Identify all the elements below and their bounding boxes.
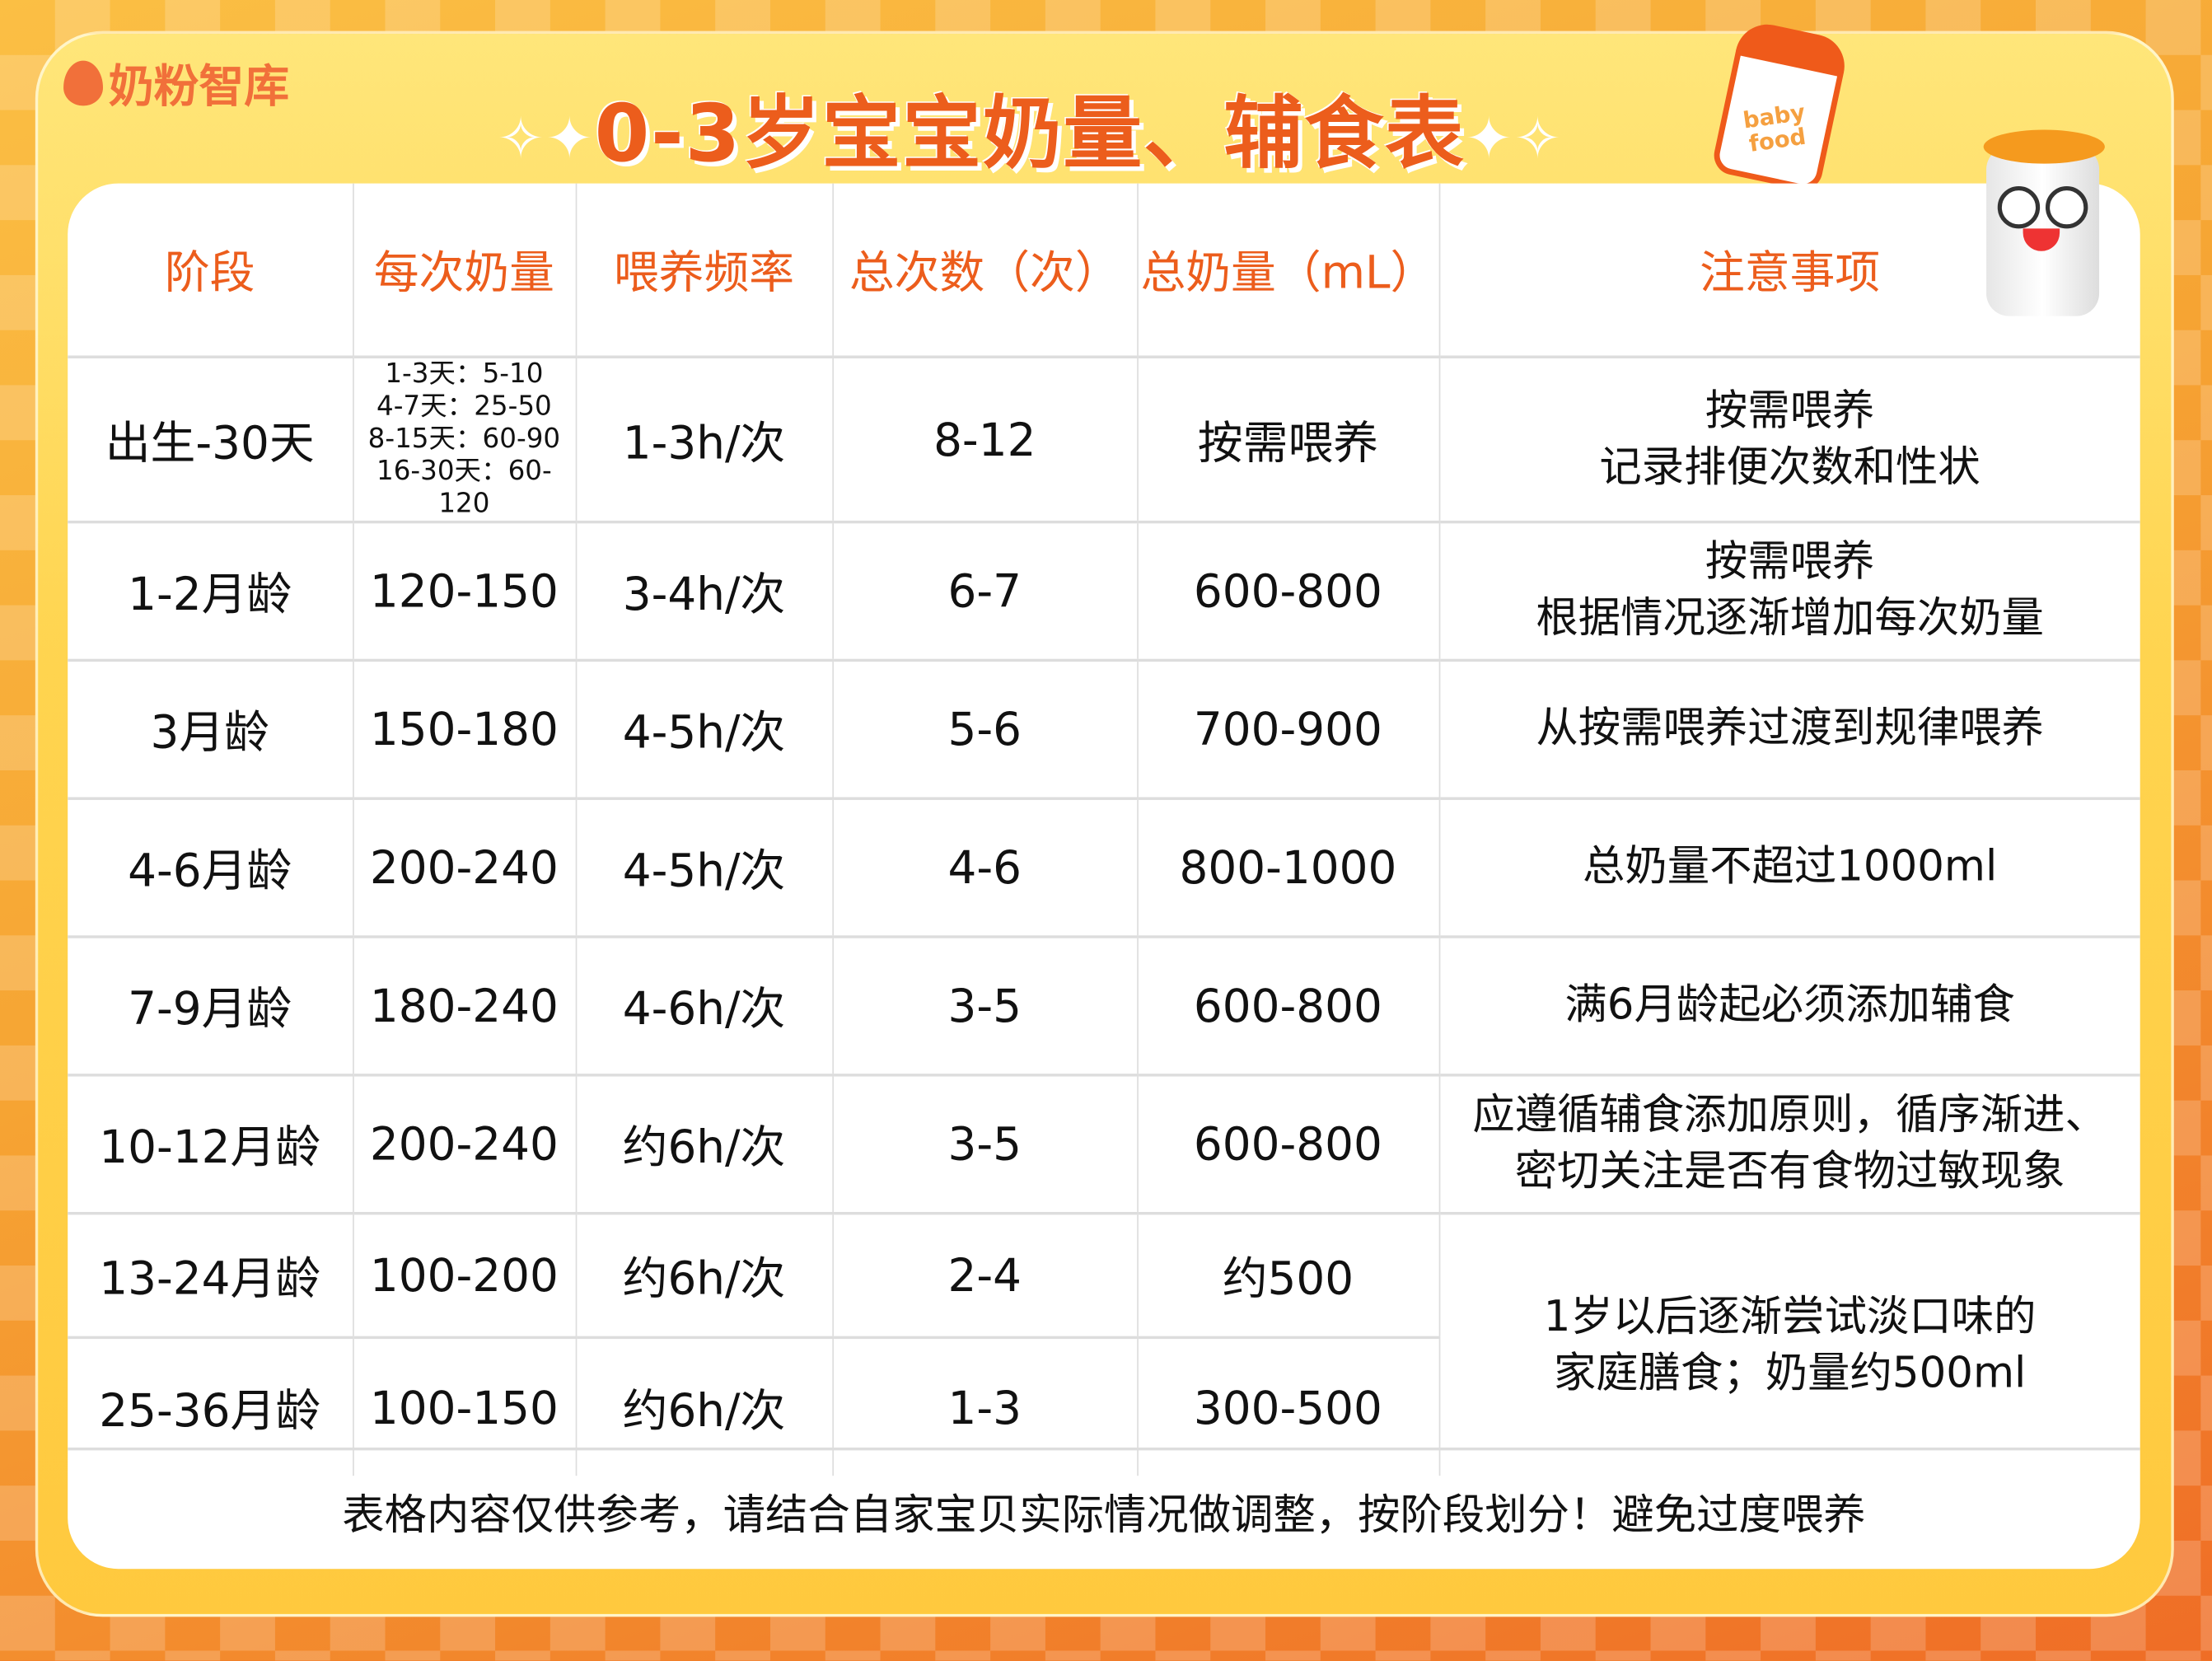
stage-cell: 出生-30天 xyxy=(68,355,353,522)
count-cell: 6-7 xyxy=(831,520,1138,661)
note-line: 家庭膳食；奶量约500ml xyxy=(1553,1348,2027,1398)
count-cell: 3-5 xyxy=(831,1074,1138,1214)
header-row: 阶段 每次奶量 喂养频率 总次数（次） 总奶量（mL） 注意事项 xyxy=(68,183,2140,358)
stage-cell: 25-36月龄 xyxy=(68,1336,353,1476)
table-row: 3月龄 150-180 4-5h/次 5-6 700-900 从按需喂养过渡到规律喂养 xyxy=(68,658,2140,799)
table-row: 1-2月龄 120-150 3-4h/次 6-7 600-800 按需喂养 根据情况逐渐增加… xyxy=(68,520,2140,661)
feeding-table: 阶段 每次奶量 喂养频率 总次数（次） 总奶量（mL） 注意事项 出生-30天 1… xyxy=(68,183,2140,1476)
table-row: 10-12月龄 200-240 约6h/次 3-5 600-800 应遵循辅食添加原则，循… xyxy=(68,1074,2140,1214)
amount-cell: 1-3天：5-10 4-7天：25-50 8-15天：60-90 16-30天：60-… xyxy=(352,355,576,522)
note-cell: 1岁以后逐渐尝试淡口味的 家庭膳食；奶量约500ml xyxy=(1438,1211,2140,1476)
table-card: 阶段 每次奶量 喂养频率 总次数（次） 总奶量（mL） 注意事项 出生-30天 1… xyxy=(68,183,2140,1570)
logo-text: 奶粉智库 xyxy=(108,58,290,113)
header-cell: 总次数（次） xyxy=(831,183,1138,358)
note-line: 密切关注是否有食物过敏现象 xyxy=(1514,1147,2065,1197)
note-line: 记录排便次数和性状 xyxy=(1599,442,1981,492)
note-cell: 按需喂养记录排便次数和性状 xyxy=(1438,355,2140,522)
total-cell: 600-800 xyxy=(1136,520,1439,661)
note-cell: 满6月龄起必须添加辅食 xyxy=(1438,935,2140,1075)
header-cell: 喂养频率 xyxy=(574,183,833,358)
note-cell: 总奶量不超过1000ml xyxy=(1438,797,2140,938)
mascot-illustration xyxy=(1975,129,2105,342)
sparkle-icon: ✧✦ xyxy=(497,106,595,172)
amount-cell: 200-240 xyxy=(352,1074,576,1214)
frequency-cell: 4-5h/次 xyxy=(574,658,833,799)
table-row: 出生-30天 1-3天：5-10 4-7天：25-50 8-15天：60-90 16-3… xyxy=(68,355,2140,522)
total-cell: 300-500 xyxy=(1136,1336,1439,1476)
frequency-cell: 4-6h/次 xyxy=(574,935,833,1075)
total-cell: 600-800 xyxy=(1136,935,1439,1075)
note-cell: 从按需喂养过渡到规律喂养 xyxy=(1438,658,2140,799)
count-cell: 5-6 xyxy=(831,658,1138,799)
note-line: 应遵循辅食添加原则，循序渐进、 xyxy=(1472,1090,2107,1140)
count-cell: 2-4 xyxy=(831,1211,1138,1338)
amount-line: 16-30天：60-120 xyxy=(376,456,552,520)
count-cell: 8-12 xyxy=(831,355,1138,522)
header-cell: 每次奶量 xyxy=(352,183,576,358)
note-line: 按需喂养 xyxy=(1705,386,1875,436)
note-line: 1岁以后逐渐尝试淡口味的 xyxy=(1543,1291,2037,1341)
note-line: 按需喂养 xyxy=(1705,537,1875,587)
page-title: ✧✦0-3岁宝宝奶量、辅食表✦✧ xyxy=(423,71,1637,185)
note-cell: 应遵循辅食添加原则，循序渐进、 密切关注是否有食物过敏现象 xyxy=(1438,1074,2140,1214)
total-cell: 按需喂养 xyxy=(1136,355,1439,522)
note-line: 满6月龄起必须添加辅食 xyxy=(1564,980,2015,1031)
total-cell: 600-800 xyxy=(1136,1074,1439,1214)
amount-cell: 180-240 xyxy=(352,935,576,1075)
count-cell: 3-5 xyxy=(831,935,1138,1075)
note-line: 总奶量不超过1000ml xyxy=(1582,842,1998,892)
frequency-cell: 约6h/次 xyxy=(574,1074,833,1214)
total-cell: 700-900 xyxy=(1136,658,1439,799)
table-row: 25-36月龄 100-150 约6h/次 1-3 300-500 xyxy=(68,1336,2140,1476)
stage-cell: 13-24月龄 xyxy=(68,1211,353,1338)
frequency-cell: 约6h/次 xyxy=(574,1336,833,1476)
footer-note: 表格内容仅供参考，请结合自家宝贝实际情况做调整，按阶段划分！避免过度喂养 xyxy=(68,1447,2140,1569)
frequency-cell: 4-5h/次 xyxy=(574,797,833,938)
note-line: 从按需喂养过渡到规律喂养 xyxy=(1536,704,2044,754)
brand-logo: 奶粉智库 xyxy=(63,51,289,116)
amount-line: 8-15天：60-90 xyxy=(367,423,561,455)
table-row: 13-24月龄 100-200 约6h/次 2-4 约500 1岁以后逐渐尝试淡口味的 家庭… xyxy=(68,1211,2140,1476)
note-cell: 按需喂养根据情况逐渐增加每次奶量 xyxy=(1438,520,2140,661)
can-label: baby food xyxy=(1741,98,1807,157)
amount-cell: 200-240 xyxy=(352,797,576,938)
title-text: 0-3岁宝宝奶量、辅食表 xyxy=(594,88,1466,181)
total-cell: 800-1000 xyxy=(1136,797,1439,938)
count-cell: 4-6 xyxy=(831,797,1138,938)
amount-cell: 150-180 xyxy=(352,658,576,799)
milk-drop-icon xyxy=(63,60,104,106)
sparkle-icon: ✦✧ xyxy=(1465,106,1563,172)
frequency-cell: 3-4h/次 xyxy=(574,520,833,661)
header-cell: 阶段 xyxy=(164,245,255,300)
stage-cell: 4-6月龄 xyxy=(68,797,353,938)
stage-cell: 3月龄 xyxy=(68,658,353,799)
amount-line: 1-3天：5-10 xyxy=(385,358,544,390)
table-row: 4-6月龄 200-240 4-5h/次 4-6 800-1000 总奶量不超过1000m… xyxy=(68,797,2140,938)
stage-cell: 7-9月龄 xyxy=(68,935,353,1075)
amount-cell: 120-150 xyxy=(352,520,576,661)
total-cell: 约500 xyxy=(1136,1211,1439,1338)
table-row: 7-9月龄 180-240 4-6h/次 3-5 600-800 满6月龄起必须添加辅食 xyxy=(68,935,2140,1075)
frequency-cell: 1-3h/次 xyxy=(574,355,833,522)
amount-line: 4-7天：25-50 xyxy=(376,391,552,423)
note-line: 根据情况逐渐增加每次奶量 xyxy=(1536,593,2044,643)
amount-cell: 100-150 xyxy=(352,1336,576,1476)
count-cell: 1-3 xyxy=(831,1336,1138,1476)
stage-cell: 10-12月龄 xyxy=(68,1074,353,1214)
header-cell: 总奶量（mL） xyxy=(1136,183,1439,358)
amount-cell: 100-200 xyxy=(352,1211,576,1338)
stage-cell: 1-2月龄 xyxy=(68,520,353,661)
frequency-cell: 约6h/次 xyxy=(574,1211,833,1338)
